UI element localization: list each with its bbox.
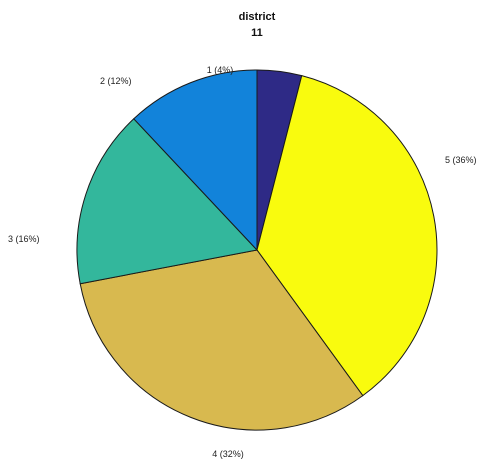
chart-title-line1: district [239, 11, 276, 23]
pie-label-5: 5 (36%) [445, 155, 477, 165]
pie-slices [77, 70, 437, 430]
pie-label-3: 3 (16%) [8, 234, 40, 244]
pie-label-1: 1 (4%) [207, 65, 234, 75]
chart-title-line2: 11 [251, 27, 263, 39]
pie-label-2: 2 (12%) [100, 76, 132, 86]
pie-label-4: 4 (32%) [212, 449, 244, 459]
